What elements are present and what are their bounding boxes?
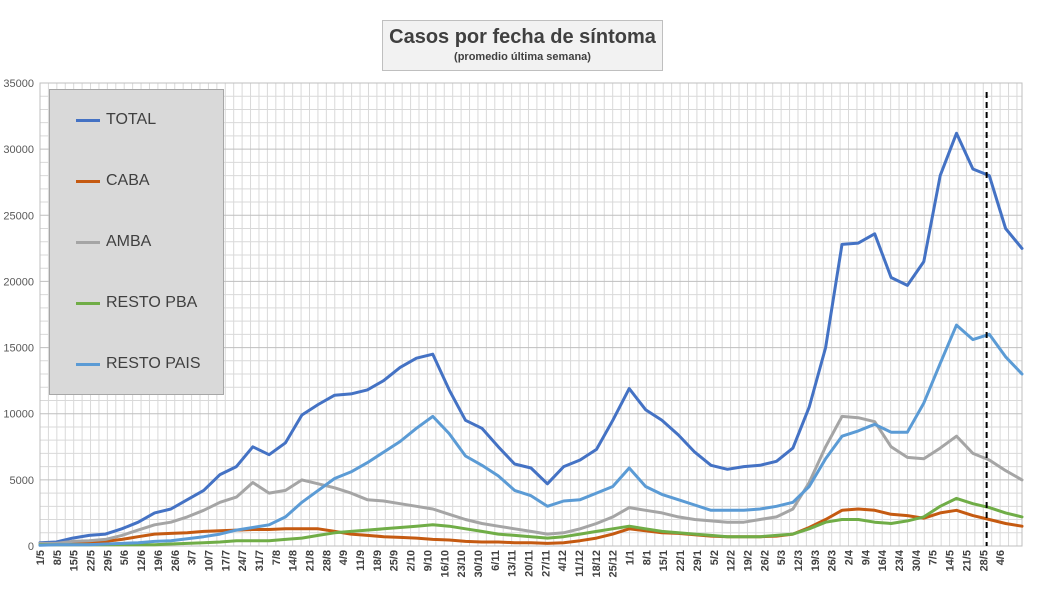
x-tick-label: 7/5 [928, 550, 940, 565]
x-tick-label: 8/1 [641, 550, 653, 565]
chart-title: Casos por fecha de síntoma [389, 26, 656, 48]
x-tick-label: 26/3 [827, 550, 839, 571]
x-tick-label: 10/7 [203, 550, 215, 571]
legend-swatch-amba [76, 240, 100, 244]
x-tick-label: 12/3 [793, 550, 805, 571]
x-axis: 1/5 8/5 15/5 22/5 29/5 5/6 12/6 19/6 26/6 3/7 10/7… [35, 549, 1007, 577]
legend-swatch-resto-pais [76, 362, 100, 366]
x-tick-label: 31/7 [254, 550, 266, 571]
legend-swatch-caba [76, 179, 100, 183]
x-tick-label: 5/3 [776, 550, 788, 565]
x-tick-label: 28/5 [978, 550, 990, 571]
x-tick-label: 16/4 [877, 549, 889, 571]
series-line-amba [38, 414, 1024, 545]
x-tick-label: 29/5 [102, 550, 114, 571]
x-tick-label: 1/1 [625, 550, 637, 565]
y-tick-label: 5000 [10, 475, 34, 487]
x-tick-label: 27/11 [540, 550, 552, 577]
series-line-total [38, 131, 1024, 545]
x-tick-label: 14/8 [288, 550, 300, 571]
y-tick-label: 25000 [3, 210, 34, 222]
x-tick-label: 23/10 [456, 550, 468, 578]
x-tick-label: 11/12 [574, 550, 586, 577]
x-tick-label: 19/3 [810, 550, 822, 571]
x-tick-label: 4/12 [557, 550, 569, 571]
legend-label-resto-pba: RESTO PBA [106, 294, 198, 311]
legend-label-amba: AMBA [106, 233, 152, 250]
x-tick-label: 28/8 [321, 550, 333, 571]
x-tick-label: 26/2 [759, 550, 771, 571]
x-tick-label: 19/6 [153, 550, 165, 571]
x-tick-label: 22/1 [675, 550, 687, 571]
x-tick-label: 1/5 [35, 550, 47, 565]
series-line-caba [38, 507, 1024, 547]
series-line-resto-pais [38, 323, 1024, 547]
x-tick-label: 13/11 [507, 550, 519, 577]
legend-swatch-resto-pba [76, 301, 100, 305]
x-tick-label: 15/1 [658, 550, 670, 571]
x-tick-label: 30/10 [473, 550, 485, 578]
legend-label-total: TOTAL [106, 111, 157, 128]
x-tick-label: 9/10 [422, 550, 434, 571]
x-tick-label: 24/7 [237, 550, 249, 571]
x-tick-label: 30/4 [911, 549, 923, 571]
x-tick-label: 5/2 [709, 550, 721, 565]
y-axis: 0 5000 10000 15000 20000 25000 30000 35000 [3, 78, 34, 553]
x-tick-label: 11/9 [355, 550, 367, 571]
x-tick-label: 17/7 [220, 550, 232, 571]
x-tick-label: 4/9 [338, 550, 350, 565]
legend-swatch-total [76, 118, 100, 122]
y-tick-label: 10000 [3, 409, 34, 421]
x-tick-label: 21/5 [961, 550, 973, 571]
legend-item-total: TOTAL [76, 110, 156, 130]
x-tick-label: 6/11 [490, 550, 502, 571]
x-tick-label: 4/6 [995, 550, 1007, 565]
y-tick-label: 30000 [3, 144, 34, 156]
legend: TOTAL CABA AMBA RESTO PBA RESTO PAIS [49, 89, 224, 395]
x-tick-label: 18/9 [372, 550, 384, 571]
x-tick-label: 26/6 [170, 550, 182, 571]
legend-item-caba: CABA [76, 171, 150, 191]
series-line-resto-pba [38, 496, 1024, 547]
x-tick-label: 2/4 [844, 549, 856, 565]
x-tick-label: 25/12 [608, 550, 620, 578]
x-tick-label: 16/10 [439, 550, 451, 578]
x-tick-label: 15/5 [69, 550, 81, 571]
x-tick-label: 3/7 [187, 550, 199, 565]
x-tick-label: 14/5 [945, 550, 957, 571]
x-tick-label: 19/2 [742, 550, 754, 571]
y-tick-label: 0 [28, 541, 34, 553]
x-tick-label: 25/9 [389, 550, 401, 571]
legend-item-resto-pba: RESTO PBA [76, 293, 197, 313]
series-lines [38, 131, 1024, 547]
x-tick-label: 5/6 [119, 550, 131, 565]
x-tick-label: 18/12 [591, 550, 603, 578]
x-tick-label: 23/4 [894, 549, 906, 571]
legend-label-caba: CABA [106, 172, 150, 189]
x-tick-label: 8/5 [52, 550, 64, 565]
x-tick-label: 22/5 [86, 550, 98, 571]
chart-subtitle: (promedio última semana) [454, 51, 591, 63]
legend-item-amba: AMBA [76, 232, 151, 252]
title-box: Casos por fecha de síntoma (promedio últ… [382, 20, 663, 71]
y-tick-label: 20000 [3, 276, 34, 288]
y-tick-label: 15000 [3, 343, 34, 355]
legend-label-resto-pais: RESTO PAIS [106, 355, 201, 372]
x-tick-label: 29/1 [692, 550, 704, 571]
x-tick-label: 21/8 [305, 550, 317, 571]
plot-area-border [39, 82, 1023, 547]
x-tick-label: 2/10 [406, 550, 418, 571]
x-tick-label: 9/4 [860, 549, 872, 565]
y-tick-label: 35000 [3, 78, 34, 90]
x-tick-label: 12/6 [136, 550, 148, 571]
legend-item-resto-pais: RESTO PAIS [76, 354, 201, 374]
x-tick-label: 7/8 [271, 550, 283, 565]
x-tick-label: 20/11 [523, 550, 535, 577]
x-tick-label: 12/2 [726, 550, 738, 571]
